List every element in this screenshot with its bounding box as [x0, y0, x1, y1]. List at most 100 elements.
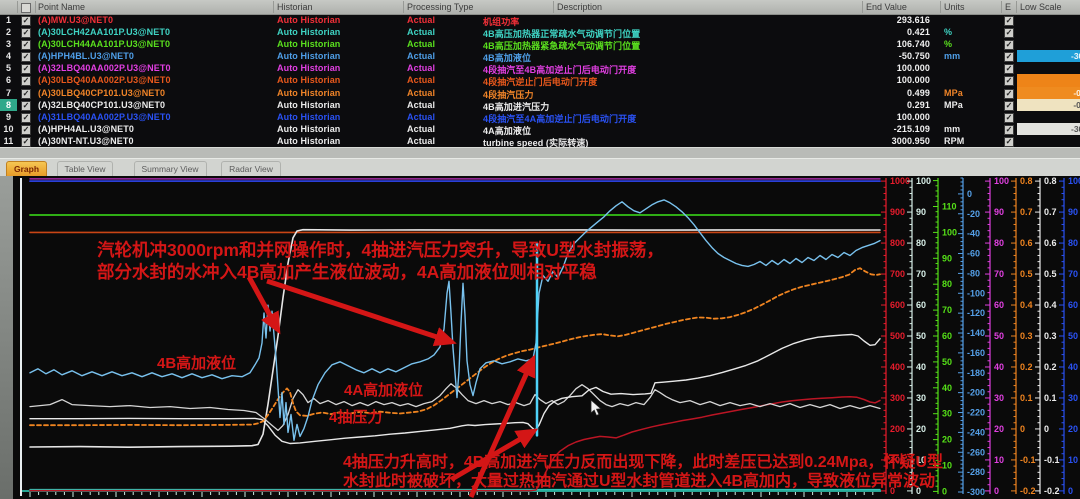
cell-point-name[interactable]: (A)31LBQ40AA002P.U3@NET0: [38, 111, 171, 122]
trend-chart-area[interactable]: 1000 900 800 700 600 500 400 300 200 100 0 100 90 80 7…: [0, 176, 1080, 499]
enable-checkbox[interactable]: ✓: [1004, 52, 1014, 63]
enable-checkbox[interactable]: ✓: [1004, 136, 1014, 147]
cell-historian[interactable]: Auto Historian: [277, 99, 341, 110]
cell-processing-type[interactable]: Actual: [407, 27, 436, 38]
cell-end-value[interactable]: -50.750: [898, 51, 930, 62]
cell-processing-type[interactable]: Actual: [407, 87, 436, 98]
cell-description[interactable]: 4段抽汽逆止门后电动门开度: [483, 77, 598, 88]
row-number-cell[interactable]: 1: [5, 15, 12, 25]
cell-processing-type[interactable]: Actual: [407, 123, 436, 134]
cell-low-scale[interactable]: -300: [1017, 122, 1080, 135]
cell-end-value[interactable]: 0.421: [906, 27, 930, 38]
col-header-e[interactable]: E: [1005, 2, 1012, 12]
col-header-description[interactable]: Description: [557, 2, 603, 12]
cell-historian[interactable]: Auto Historian: [277, 51, 341, 62]
enable-checkbox[interactable]: ✓: [1004, 64, 1014, 75]
row-checkbox[interactable]: ✓: [21, 52, 31, 63]
cell-end-value[interactable]: -215.109: [893, 123, 930, 134]
cell-low-scale[interactable]: 0: [1017, 74, 1080, 87]
cell-historian[interactable]: Auto Historian: [277, 87, 341, 98]
row-number-cell[interactable]: 10: [3, 123, 14, 134]
cell-end-value[interactable]: 0.291: [906, 99, 930, 110]
table-row[interactable]: 3 ✓ (A)30LCH44AA101P.U3@NET0 Auto Historian…: [0, 38, 1080, 52]
row-number-cell[interactable]: 5: [5, 63, 12, 74]
cell-low-scale[interactable]: -0.2: [1017, 98, 1080, 111]
cell-point-name[interactable]: (A)30LBQ40AA002P.U3@NET0: [38, 75, 171, 86]
row-checkbox[interactable]: ✓: [21, 124, 31, 135]
table-row[interactable]: 8 ✓ (A)32LBQ40CP101.U3@NET0 Auto Historian A…: [0, 98, 1080, 112]
col-header-point-name[interactable]: Point Name: [38, 2, 86, 12]
enable-checkbox[interactable]: ✓: [1004, 40, 1014, 51]
cell-end-value[interactable]: 3000.950: [891, 135, 930, 146]
enable-checkbox[interactable]: ✓: [1004, 16, 1014, 26]
row-checkbox[interactable]: ✓: [21, 28, 31, 39]
cell-processing-type[interactable]: Actual: [407, 15, 436, 25]
row-checkbox[interactable]: ✓: [21, 64, 31, 75]
cell-historian[interactable]: Auto Historian: [277, 111, 341, 122]
row-number-cell[interactable]: 3: [5, 39, 12, 50]
cell-historian[interactable]: Auto Historian: [277, 27, 341, 38]
cell-low-scale[interactable]: [1017, 38, 1080, 50]
row-checkbox[interactable]: ✓: [21, 136, 31, 147]
cell-description[interactable]: 4A高加液位: [483, 125, 532, 136]
cell-historian[interactable]: Auto Historian: [277, 123, 341, 134]
cell-processing-type[interactable]: Actual: [407, 75, 436, 86]
cell-processing-type[interactable]: Actual: [407, 39, 436, 50]
cell-end-value[interactable]: 0.499: [906, 87, 930, 98]
enable-checkbox[interactable]: ✓: [1004, 124, 1014, 135]
row-checkbox[interactable]: ✓: [21, 100, 31, 111]
cell-low-scale[interactable]: [1017, 135, 1080, 147]
cell-historian[interactable]: Auto Historian: [277, 135, 341, 146]
table-row[interactable]: 10 ✓ (A)HPH4AL.U3@NET0 Auto Historian Actual…: [0, 122, 1080, 136]
row-number-cell[interactable]: 4: [5, 51, 12, 62]
col-header-units[interactable]: Units: [944, 2, 965, 12]
cell-description[interactable]: 机组功率: [483, 17, 520, 27]
cell-processing-type[interactable]: Actual: [407, 99, 436, 110]
col-header-processing-type[interactable]: Processing Type: [407, 2, 474, 12]
cell-point-name[interactable]: (A)30LCH44AA101P.U3@NET0: [38, 39, 171, 50]
select-all-checkbox-icon[interactable]: [21, 3, 31, 13]
row-checkbox[interactable]: ✓: [21, 16, 31, 26]
row-number-cell[interactable]: 9: [5, 111, 12, 122]
cell-processing-type[interactable]: Actual: [407, 51, 436, 62]
row-number-cell[interactable]: 7: [5, 87, 12, 98]
cell-end-value[interactable]: 100.000: [896, 63, 930, 74]
col-header-historian[interactable]: Historian: [277, 2, 313, 12]
splitter-band[interactable]: [0, 147, 1080, 159]
cell-low-scale[interactable]: -0.2: [1017, 86, 1080, 99]
cell-point-name[interactable]: (A)30NT-NT.U3@NET0: [38, 135, 134, 146]
cell-low-scale[interactable]: [1017, 111, 1080, 123]
table-row[interactable]: 5 ✓ (A)32LBQ40AA002P.U3@NET0 Auto Historian…: [0, 62, 1080, 76]
row-checkbox[interactable]: ✓: [21, 76, 31, 87]
table-row[interactable]: 6 ✓ (A)30LBQ40AA002P.U3@NET0 Auto Historian…: [0, 74, 1080, 88]
table-row[interactable]: 7 ✓ (A)30LBQ40CP101.U3@NET0 Auto Historian A…: [0, 86, 1080, 100]
cell-low-scale[interactable]: -300: [1017, 50, 1080, 63]
cell-point-name[interactable]: (A)32LBQ40AA002P.U3@NET0: [38, 63, 171, 74]
cell-low-scale[interactable]: [1017, 14, 1080, 26]
tab-table-view[interactable]: Table View: [56, 161, 114, 176]
row-number-cell[interactable]: 6: [5, 75, 12, 86]
cell-point-name[interactable]: (A)30LCH42AA101P.U3@NET0: [38, 27, 171, 38]
cell-point-name[interactable]: (A)MW.U3@NET0: [38, 15, 114, 25]
table-row[interactable]: 2 ✓ (A)30LCH42AA101P.U3@NET0 Auto Historian…: [0, 26, 1080, 40]
cell-end-value[interactable]: 293.616: [896, 15, 930, 25]
cell-processing-type[interactable]: Actual: [407, 135, 436, 146]
row-checkbox[interactable]: ✓: [21, 112, 31, 123]
cell-low-scale[interactable]: [1017, 26, 1080, 38]
cell-description[interactable]: 4B高压加热器紧急疏水气动调节门位置: [483, 41, 641, 52]
row-number-cell[interactable]: 11: [3, 135, 14, 146]
tab-radar-view[interactable]: Radar View: [221, 161, 281, 176]
cell-point-name[interactable]: (A)32LBQ40CP101.U3@NET0: [38, 99, 166, 110]
cell-end-value[interactable]: 100.000: [896, 111, 930, 122]
enable-checkbox[interactable]: ✓: [1004, 76, 1014, 87]
cell-historian[interactable]: Auto Historian: [277, 39, 341, 50]
cell-description[interactable]: 4段抽汽至4B高加逆止门后电动门开度: [483, 65, 637, 76]
cell-description[interactable]: 4B高压加热器正常疏水气动调节门位置: [483, 29, 641, 40]
cell-point-name[interactable]: (A)30LBQ40CP101.U3@NET0: [38, 87, 166, 98]
table-row[interactable]: 4 ✓ (A)HPH4BL.U3@NET0 Auto Historian Actual 4…: [0, 50, 1080, 64]
row-checkbox[interactable]: ✓: [21, 88, 31, 99]
cell-description[interactable]: 4段抽汽至4A高加逆止门后电动门开度: [483, 113, 637, 124]
col-header-end-value[interactable]: End Value: [866, 2, 907, 12]
cell-description[interactable]: 4B高加液位: [483, 53, 532, 64]
cell-historian[interactable]: Auto Historian: [277, 75, 341, 86]
